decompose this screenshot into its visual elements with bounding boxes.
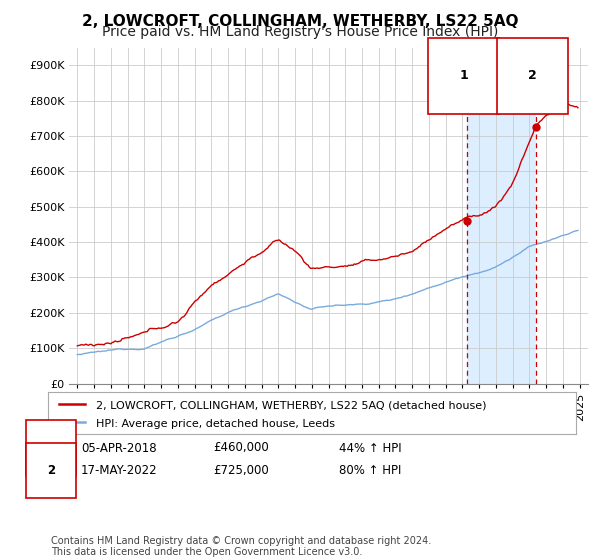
Text: 1: 1 — [459, 69, 468, 82]
Bar — [536, 48, 588, 384]
Text: HPI: Average price, detached house, Leeds: HPI: Average price, detached house, Leed… — [95, 419, 335, 429]
Text: £725,000: £725,000 — [213, 464, 269, 477]
Text: 80% ↑ HPI: 80% ↑ HPI — [339, 464, 401, 477]
Text: 17-MAY-2022: 17-MAY-2022 — [81, 464, 158, 477]
Text: Price paid vs. HM Land Registry's House Price Index (HPI): Price paid vs. HM Land Registry's House … — [102, 25, 498, 39]
Text: 44% ↑ HPI: 44% ↑ HPI — [339, 441, 401, 455]
Bar — [467, 48, 536, 384]
Text: £460,000: £460,000 — [213, 441, 269, 455]
Text: 05-APR-2018: 05-APR-2018 — [81, 441, 157, 455]
Text: 2: 2 — [47, 464, 55, 477]
Text: 2: 2 — [528, 69, 537, 82]
Text: 1: 1 — [47, 441, 55, 455]
Text: 2, LOWCROFT, COLLINGHAM, WETHERBY, LS22 5AQ (detached house): 2, LOWCROFT, COLLINGHAM, WETHERBY, LS22 … — [95, 400, 486, 410]
Text: Contains HM Land Registry data © Crown copyright and database right 2024.
This d: Contains HM Land Registry data © Crown c… — [51, 535, 431, 557]
Text: 2, LOWCROFT, COLLINGHAM, WETHERBY, LS22 5AQ: 2, LOWCROFT, COLLINGHAM, WETHERBY, LS22 … — [82, 14, 518, 29]
